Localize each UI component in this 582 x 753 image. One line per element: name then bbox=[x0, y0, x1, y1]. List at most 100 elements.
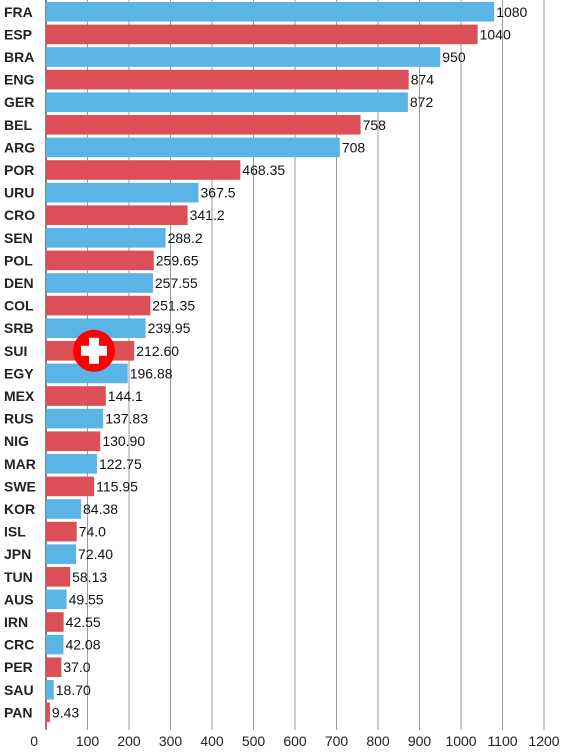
bar-por bbox=[46, 160, 241, 180]
value-label: 872 bbox=[410, 94, 434, 110]
value-label: 42.08 bbox=[65, 637, 100, 653]
category-label: PER bbox=[4, 659, 33, 675]
category-label: SUI bbox=[4, 343, 27, 359]
category-label: IRN bbox=[4, 614, 28, 630]
category-label: ISL bbox=[4, 524, 26, 540]
x-tick-label: 300 bbox=[159, 733, 183, 749]
x-tick-label: 600 bbox=[283, 733, 307, 749]
value-label: 49.55 bbox=[69, 591, 104, 607]
bar-pol bbox=[46, 250, 154, 271]
value-label: 130.90 bbox=[102, 433, 145, 449]
category-label: SAU bbox=[4, 682, 34, 698]
x-tick-label: 1200 bbox=[528, 733, 559, 749]
bar-pan bbox=[46, 702, 50, 723]
swiss-cross-icon bbox=[73, 329, 115, 372]
value-label: 144.1 bbox=[108, 388, 143, 404]
bar-uru bbox=[46, 182, 199, 203]
x-tick-label: 100 bbox=[76, 733, 100, 749]
category-label: AUS bbox=[4, 591, 34, 607]
bar-sen bbox=[46, 228, 166, 248]
value-label: 37.0 bbox=[63, 659, 90, 675]
category-label: JPN bbox=[4, 546, 31, 562]
value-label: 74.0 bbox=[79, 524, 106, 540]
bar-tun bbox=[46, 567, 71, 587]
category-label: NIG bbox=[4, 433, 29, 449]
category-label: COL bbox=[4, 298, 34, 314]
value-label: 468.35 bbox=[242, 162, 285, 178]
value-label: 58.13 bbox=[72, 569, 107, 585]
value-label: 212.60 bbox=[136, 343, 179, 359]
category-label: SWE bbox=[4, 478, 36, 494]
bar-srb bbox=[46, 318, 146, 338]
category-label: POR bbox=[4, 162, 34, 178]
category-label: RUS bbox=[4, 411, 34, 427]
category-label: MAR bbox=[4, 456, 36, 472]
category-label: FRA bbox=[4, 4, 33, 20]
x-tick-label: 500 bbox=[242, 733, 266, 749]
x-tick-label: 0 bbox=[30, 733, 38, 749]
value-label: 708 bbox=[342, 139, 366, 155]
value-label: 9.43 bbox=[52, 704, 79, 720]
bar-eng bbox=[46, 69, 409, 90]
bar-bra bbox=[46, 47, 441, 67]
bar-irn bbox=[46, 612, 64, 632]
bar-arg bbox=[46, 137, 340, 158]
bar-ger bbox=[46, 92, 408, 112]
value-label: 874 bbox=[411, 72, 435, 88]
bar-crc bbox=[46, 634, 64, 655]
x-tick-label: 900 bbox=[408, 733, 432, 749]
bar-sau bbox=[46, 680, 54, 700]
bar-egy bbox=[46, 363, 128, 384]
value-label: 758 bbox=[363, 117, 387, 133]
bar-mar bbox=[46, 454, 97, 474]
bar-isl bbox=[46, 521, 77, 542]
category-label: KOR bbox=[4, 501, 35, 517]
x-tick-label: 1100 bbox=[487, 733, 517, 749]
category-label: DEN bbox=[4, 275, 34, 291]
value-label: 84.38 bbox=[83, 501, 118, 517]
value-label: 341.2 bbox=[190, 207, 225, 223]
bar-esp bbox=[46, 24, 478, 45]
value-label: 137.83 bbox=[105, 411, 148, 427]
category-label: TUN bbox=[4, 569, 33, 585]
category-label: MEX bbox=[4, 388, 35, 404]
bar-swe bbox=[46, 476, 95, 497]
category-label: EGY bbox=[4, 365, 34, 381]
category-label: SRB bbox=[4, 320, 34, 336]
value-label: 367.5 bbox=[201, 185, 236, 201]
value-label: 288.2 bbox=[168, 230, 203, 246]
bar-col bbox=[46, 295, 151, 316]
value-label: 115.95 bbox=[96, 478, 138, 494]
value-labels: 1080 1040 950 874 872 758 708 468.35 367.5 341.2 2… bbox=[52, 4, 528, 721]
x-tick-label: 700 bbox=[325, 733, 349, 749]
bar-rus bbox=[46, 408, 104, 429]
x-tick-label: 800 bbox=[366, 733, 390, 749]
category-label: BEL bbox=[4, 117, 32, 133]
category-label: PAN bbox=[4, 704, 33, 720]
category-label: BRA bbox=[4, 49, 34, 65]
value-label: 950 bbox=[442, 49, 466, 65]
category-label: CRO bbox=[4, 207, 35, 223]
category-label: ARG bbox=[4, 139, 35, 155]
value-label: 1040 bbox=[480, 26, 511, 42]
bar-fra bbox=[46, 2, 495, 22]
value-label: 259.65 bbox=[156, 252, 199, 268]
category-labels: FRA ESP BRA ENG GER BEL ARG POR URU CRO SEN POL DEN C… bbox=[4, 4, 36, 721]
category-label: POL bbox=[4, 252, 33, 268]
category-label: CRC bbox=[4, 637, 34, 653]
bar-per bbox=[46, 657, 62, 677]
category-label: ESP bbox=[4, 26, 32, 42]
value-label: 239.95 bbox=[148, 320, 191, 336]
x-axis-ticks: 0 100 200 300 400 500 600 700 800 900 1000 1100 1200 bbox=[30, 733, 560, 749]
category-label: GER bbox=[4, 94, 34, 110]
value-label: 72.40 bbox=[78, 546, 113, 562]
x-tick-label: 400 bbox=[200, 733, 224, 749]
bar-nig bbox=[46, 431, 101, 451]
value-label: 18.70 bbox=[56, 682, 91, 698]
bar-jpn bbox=[46, 544, 77, 564]
bar-mex bbox=[46, 386, 106, 406]
value-label: 122.75 bbox=[99, 456, 142, 472]
category-label: URU bbox=[4, 185, 34, 201]
value-label: 1080 bbox=[496, 4, 527, 20]
